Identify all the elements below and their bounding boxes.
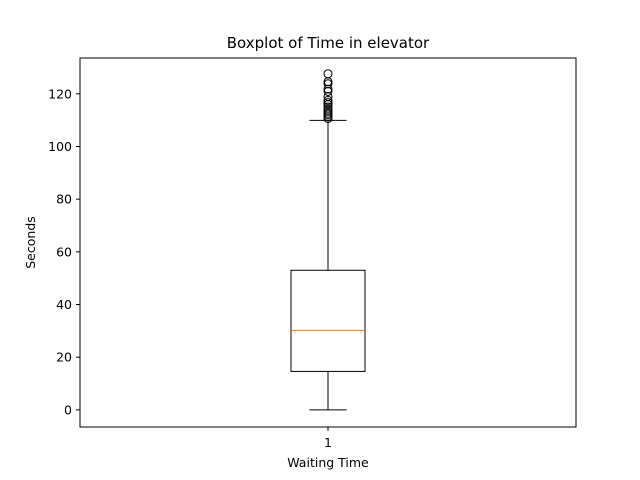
y-tick-label: 80 bbox=[56, 192, 72, 207]
y-tick-label: 100 bbox=[48, 139, 72, 154]
y-tick-label: 60 bbox=[56, 244, 72, 259]
y-tick-label: 40 bbox=[56, 297, 72, 312]
chart-title: Boxplot of Time in elevator bbox=[227, 34, 430, 52]
x-tick-label: 1 bbox=[324, 435, 332, 450]
x-axis-label: Waiting Time bbox=[287, 455, 369, 470]
y-tick-label: 0 bbox=[64, 402, 72, 417]
y-tick-label: 20 bbox=[56, 350, 72, 365]
y-axis-label: Seconds bbox=[23, 216, 38, 269]
y-tick-label: 120 bbox=[48, 86, 72, 101]
